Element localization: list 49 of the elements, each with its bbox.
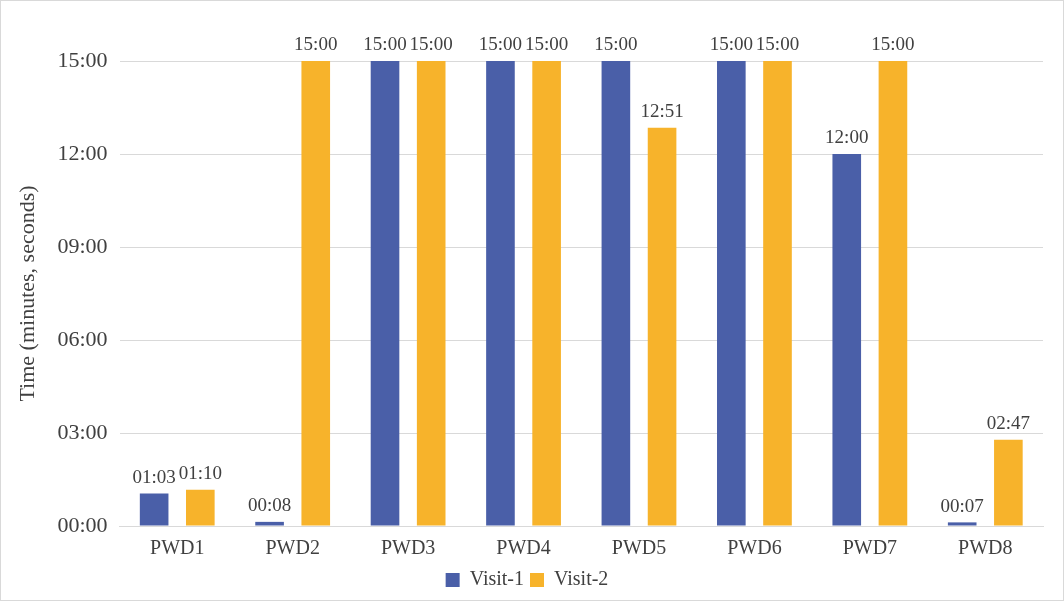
data-label: 00:08: [247, 494, 292, 516]
x-tick-label: PWD2: [265, 536, 320, 559]
bar: [416, 61, 446, 526]
data-label: 15:00: [871, 33, 915, 55]
x-tick-label: PWD8: [958, 536, 1013, 559]
bar: [878, 61, 908, 526]
y-tick-label: 03:00: [57, 418, 108, 444]
y-tick-label: 09:00: [57, 232, 108, 258]
bar: [301, 61, 331, 526]
bar: [601, 61, 631, 526]
data-label: 02:47: [986, 412, 1031, 434]
bar: [255, 521, 284, 526]
data-label: 12:51: [640, 100, 684, 122]
data-label: 15:00: [755, 33, 800, 55]
y-tick-label: 06:00: [57, 325, 108, 351]
bar: [717, 61, 746, 526]
bar: [139, 493, 169, 526]
bar: [532, 61, 561, 526]
data-label: 15:00: [594, 33, 638, 55]
bar: [947, 522, 977, 526]
bar: [832, 154, 862, 526]
data-label: 15:00: [363, 33, 407, 55]
data-label: 00:07: [940, 494, 984, 516]
legend-label: Visit-2: [554, 567, 609, 590]
y-tick-label: 00:00: [57, 511, 108, 537]
bar: [763, 61, 792, 526]
data-label: 15:00: [709, 33, 753, 55]
data-label: 01:03: [132, 465, 176, 487]
bar: [370, 61, 400, 526]
legend-label: Visit-1: [469, 567, 524, 590]
data-label: 01:10: [178, 462, 222, 484]
bar: [994, 439, 1023, 526]
data-label: 15:00: [524, 33, 569, 55]
x-tick-label: PWD7: [842, 536, 898, 559]
data-label: 12:00: [825, 126, 869, 148]
data-label: 15:00: [478, 33, 523, 55]
x-tick-label: PWD6: [727, 536, 782, 559]
x-tick-label: PWD4: [496, 536, 551, 559]
bar: [486, 61, 515, 526]
data-label: 15:00: [409, 33, 453, 55]
x-tick-label: PWD1: [150, 536, 205, 559]
x-tick-label: PWD5: [611, 536, 667, 559]
y-tick-label: 12:00: [57, 139, 108, 165]
bar: [186, 489, 215, 526]
bar: [647, 127, 677, 526]
y-tick-label: 15:00: [57, 46, 108, 72]
y-axis-title: Time (minutes, seconds): [13, 185, 39, 402]
x-tick-label: PWD3: [380, 536, 436, 559]
data-label: 15:00: [294, 33, 338, 55]
